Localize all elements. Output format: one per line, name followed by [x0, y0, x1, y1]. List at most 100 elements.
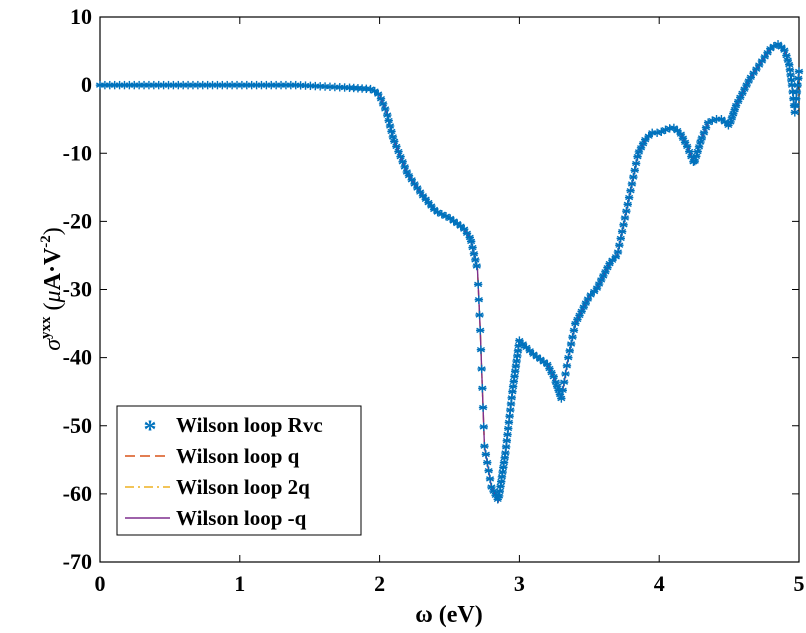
plot-area: 0 1 2 3 4 5 10 0 -10 -20 -30 -40 -50 -60 -70: [63, 4, 805, 596]
y-tick-label: -70: [63, 549, 92, 574]
marker-rvc: [508, 387, 517, 396]
marker-rvc: [685, 147, 694, 156]
marker-rvc: [615, 241, 624, 250]
legend-label-minus-q: Wilson loop -q: [176, 506, 307, 530]
y-label-unit-mu: μ: [40, 290, 66, 303]
marker-rvc: [566, 339, 576, 349]
x-tick-label: 4: [654, 571, 665, 596]
marker-rvc: [380, 104, 390, 114]
marker-rvc: [699, 128, 709, 138]
marker-rvc: [630, 166, 639, 175]
marker-rvc: [398, 157, 407, 166]
y-label-superscript: yxx: [38, 316, 54, 339]
y-label-unit-exp: -2: [38, 235, 54, 248]
marker-rvc: [568, 332, 577, 342]
marker-rvc: [499, 463, 508, 472]
marker-rvc: [497, 477, 506, 486]
y-label-unit-close: ): [40, 227, 66, 235]
legend-label-rvc: Wilson loop Rvc: [176, 413, 323, 437]
marker-rvc: [696, 137, 705, 147]
legend-label-q: Wilson loop q: [176, 444, 300, 468]
y-label-symbol: σ: [40, 338, 66, 351]
marker-rvc: [552, 382, 562, 391]
marker-rvc: [477, 364, 486, 374]
marker-rvc: [622, 206, 631, 216]
marker-rvc: [469, 249, 479, 258]
marker-rvc: [437, 210, 447, 219]
marker-rvc: [792, 94, 801, 103]
y-tick-label: -20: [63, 208, 92, 233]
marker-rvc: [384, 116, 393, 125]
marker-rvc: [483, 458, 492, 467]
y-tick-label: -50: [63, 413, 92, 438]
marker-rvc: [633, 152, 642, 161]
marker-rvc: [569, 326, 579, 335]
marker-rvc: [474, 295, 484, 304]
x-tick-label: 2: [374, 571, 385, 596]
marker-rvc: [620, 213, 630, 223]
marker-rvc: [466, 237, 476, 246]
marker-rvc: [564, 353, 573, 362]
marker-rvc: [559, 377, 569, 387]
legend-marker-rvc: *: [144, 415, 157, 444]
marker-rvc: [790, 108, 800, 117]
marker-rvc: [385, 121, 395, 131]
y-tick-label: -30: [63, 277, 92, 302]
y-label-unit-text: A·V: [40, 247, 66, 290]
marker-rvc: [565, 346, 574, 356]
marker-rvc: [506, 405, 515, 415]
marker-rvc: [499, 458, 509, 467]
marker-rvc: [629, 172, 638, 182]
marker-rvc: [626, 186, 635, 195]
y-tick-label: -10: [63, 140, 92, 165]
axis-ticks: [99, 16, 800, 563]
marker-rvc: [481, 450, 491, 459]
marker-rvc: [479, 422, 488, 432]
marker-rvc: [480, 441, 489, 451]
marker-rvc: [473, 280, 483, 289]
series-markers: [95, 40, 804, 504]
marker-rvc: [511, 367, 520, 376]
y-tick-label: 10: [70, 4, 92, 29]
marker-rvc: [694, 142, 704, 151]
y-axis-label: σyxx (μA·V-2): [38, 227, 66, 351]
marker-rvc: [782, 51, 791, 60]
marker-rvc: [472, 261, 481, 271]
legend-box: [116, 405, 362, 536]
axis-tick-labels: 0 1 2 3 4 5 10 0 -10 -20 -30 -40 -50 -60 -70: [63, 4, 805, 596]
marker-rvc: [631, 159, 641, 168]
marker-rvc: [690, 156, 700, 166]
marker-rvc: [383, 110, 392, 120]
marker-rvc: [627, 179, 637, 189]
marker-rvc: [509, 377, 519, 386]
marker-rvc: [502, 436, 512, 445]
marker-rvc: [392, 142, 401, 151]
marker-rvc: [673, 126, 682, 135]
marker-rvc: [478, 403, 488, 412]
x-axis-label: ω (eV): [415, 602, 483, 628]
y-tick-label: -40: [63, 345, 92, 370]
marker-rvc: [388, 132, 398, 142]
marker-rvc: [484, 466, 493, 475]
legend: * Wilson loop Rvc Wilson loop q Wilson l…: [116, 405, 362, 536]
y-tick-label: 0: [81, 72, 92, 97]
marker-rvc: [783, 55, 793, 65]
y-label-unit-open: (: [40, 302, 66, 316]
marker-rvc: [613, 247, 623, 257]
x-tick-label: 0: [95, 571, 106, 596]
marker-rvc: [786, 70, 795, 80]
x-tick-label: 3: [514, 571, 525, 596]
marker-rvc: [558, 386, 567, 395]
marker-rvc: [623, 200, 632, 209]
marker-rvc: [390, 137, 399, 146]
marker-rvc: [693, 147, 702, 156]
marker-rvc: [497, 472, 507, 482]
marker-rvc: [617, 227, 627, 236]
marker-rvc: [485, 474, 495, 484]
marker-rvc: [692, 152, 701, 161]
marker-rvc: [592, 283, 602, 293]
marker-rvc: [476, 345, 486, 354]
marker-rvc: [396, 152, 405, 161]
marker-rvc: [561, 369, 570, 379]
